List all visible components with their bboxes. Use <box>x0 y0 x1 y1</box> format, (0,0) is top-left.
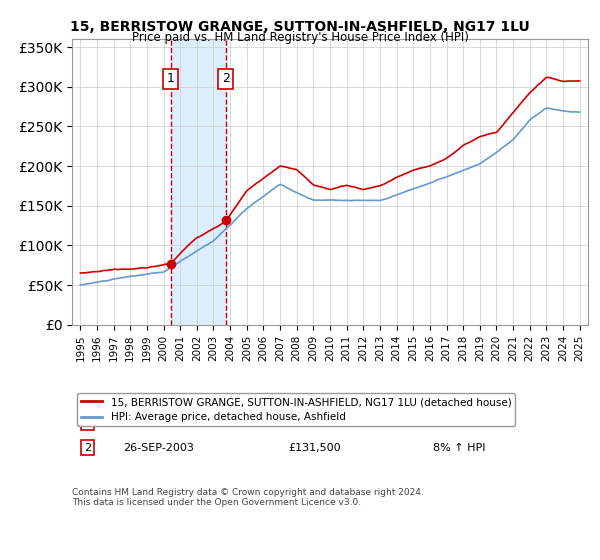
Text: 15, BERRISTOW GRANGE, SUTTON-IN-ASHFIELD, NG17 1LU: 15, BERRISTOW GRANGE, SUTTON-IN-ASHFIELD… <box>70 20 530 34</box>
Text: 8% ↑ HPI: 8% ↑ HPI <box>433 442 486 452</box>
Text: 19% ↑ HPI: 19% ↑ HPI <box>433 417 493 427</box>
Text: Price paid vs. HM Land Registry's House Price Index (HPI): Price paid vs. HM Land Registry's House … <box>131 31 469 44</box>
Text: 31-MAY-2000: 31-MAY-2000 <box>124 417 196 427</box>
Text: 1: 1 <box>167 72 175 85</box>
Text: £131,500: £131,500 <box>289 442 341 452</box>
Text: Contains HM Land Registry data © Crown copyright and database right 2024.
This d: Contains HM Land Registry data © Crown c… <box>72 488 424 507</box>
Text: 2: 2 <box>84 442 91 452</box>
Bar <box>170 39 226 325</box>
Text: 2: 2 <box>222 72 230 85</box>
Legend: 15, BERRISTOW GRANGE, SUTTON-IN-ASHFIELD, NG17 1LU (detached house), HPI: Averag: 15, BERRISTOW GRANGE, SUTTON-IN-ASHFIELD… <box>77 393 515 426</box>
Text: 1: 1 <box>84 417 91 427</box>
Text: 26-SEP-2003: 26-SEP-2003 <box>124 442 194 452</box>
Text: £77,000: £77,000 <box>289 417 335 427</box>
